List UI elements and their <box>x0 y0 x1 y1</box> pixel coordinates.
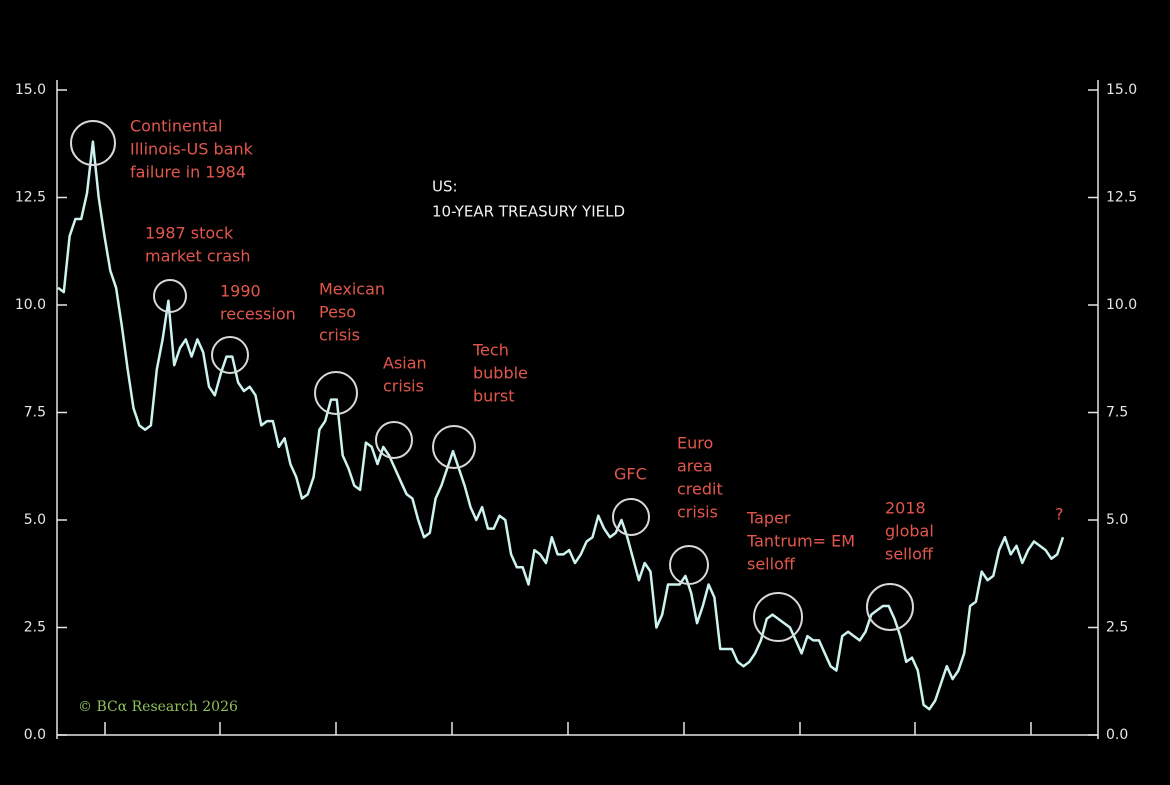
y-tick-label: 12.5 <box>15 190 46 206</box>
annotation-circle <box>211 336 249 374</box>
annotation-circle <box>612 498 650 536</box>
y-tick-label: 7.5 <box>1106 405 1128 421</box>
source: © BCα Research 2026 <box>78 699 238 715</box>
annotation-circle <box>314 371 358 415</box>
annotation-text: 1987 stock <box>145 224 234 243</box>
annotation-text: credit <box>677 480 723 499</box>
annotation-text: market crash <box>145 247 251 266</box>
y-tick-label: 12.5 <box>1106 190 1137 206</box>
annotation-text: ? <box>1055 505 1064 524</box>
chart-title: US: <box>432 178 458 196</box>
annotation-text: global <box>885 522 934 541</box>
chart-title: 10-YEAR TREASURY YIELD <box>432 203 625 221</box>
y-tick-label: 15.0 <box>15 82 46 98</box>
annotation-text: selloff <box>885 545 934 564</box>
annotation-text: bubble <box>473 364 528 383</box>
annotation-circle <box>866 583 914 631</box>
y-tick-label: 2.5 <box>24 620 46 636</box>
x-ticks <box>104 722 1032 735</box>
annotation-text: Tantrum= EM <box>746 532 855 551</box>
annotation-text: Illinois-US bank <box>130 140 254 159</box>
annotation-circle <box>375 421 413 459</box>
annotation-text: Tech <box>472 341 509 360</box>
annotation-text: burst <box>473 387 514 406</box>
annotation-text: Euro <box>677 434 713 453</box>
annotation-text: Mexican <box>319 280 385 299</box>
annotation-circle <box>753 592 803 642</box>
annotation-text: Taper <box>746 509 791 528</box>
y-tick-label: 10.0 <box>15 297 46 313</box>
y-tick-label: 15.0 <box>1106 82 1137 98</box>
y-tick-label: 5.0 <box>1106 512 1128 528</box>
y-tick-label: 2.5 <box>1106 620 1128 636</box>
bottom-band <box>0 739 1170 785</box>
annotation-text: 1990 <box>220 282 261 301</box>
y-tick-label: 5.0 <box>24 512 46 528</box>
line-series <box>57 140 1065 711</box>
annotation-text: Peso <box>319 303 356 322</box>
annotation-text: area <box>677 457 713 476</box>
y-tick-label: 7.5 <box>24 405 46 421</box>
annotation-text: Continental <box>130 117 222 136</box>
annotation-text: 2018 <box>885 499 926 518</box>
annotation-text: GFC <box>614 465 647 484</box>
annotation-text: recession <box>220 305 296 324</box>
annotation-text: Asian <box>383 354 427 373</box>
annotation-text: crisis <box>677 503 718 522</box>
y-tick-label: 10.0 <box>1106 297 1137 313</box>
annotation-text: crisis <box>383 377 424 396</box>
annotation-circle <box>669 545 709 585</box>
annotation-text: crisis <box>319 326 360 345</box>
annotation-text: failure in 1984 <box>130 163 246 182</box>
annotation-circle <box>153 279 187 313</box>
annotation-circle <box>432 425 476 469</box>
annotation-circle <box>70 120 116 166</box>
annotation-text: selloff <box>747 555 796 574</box>
